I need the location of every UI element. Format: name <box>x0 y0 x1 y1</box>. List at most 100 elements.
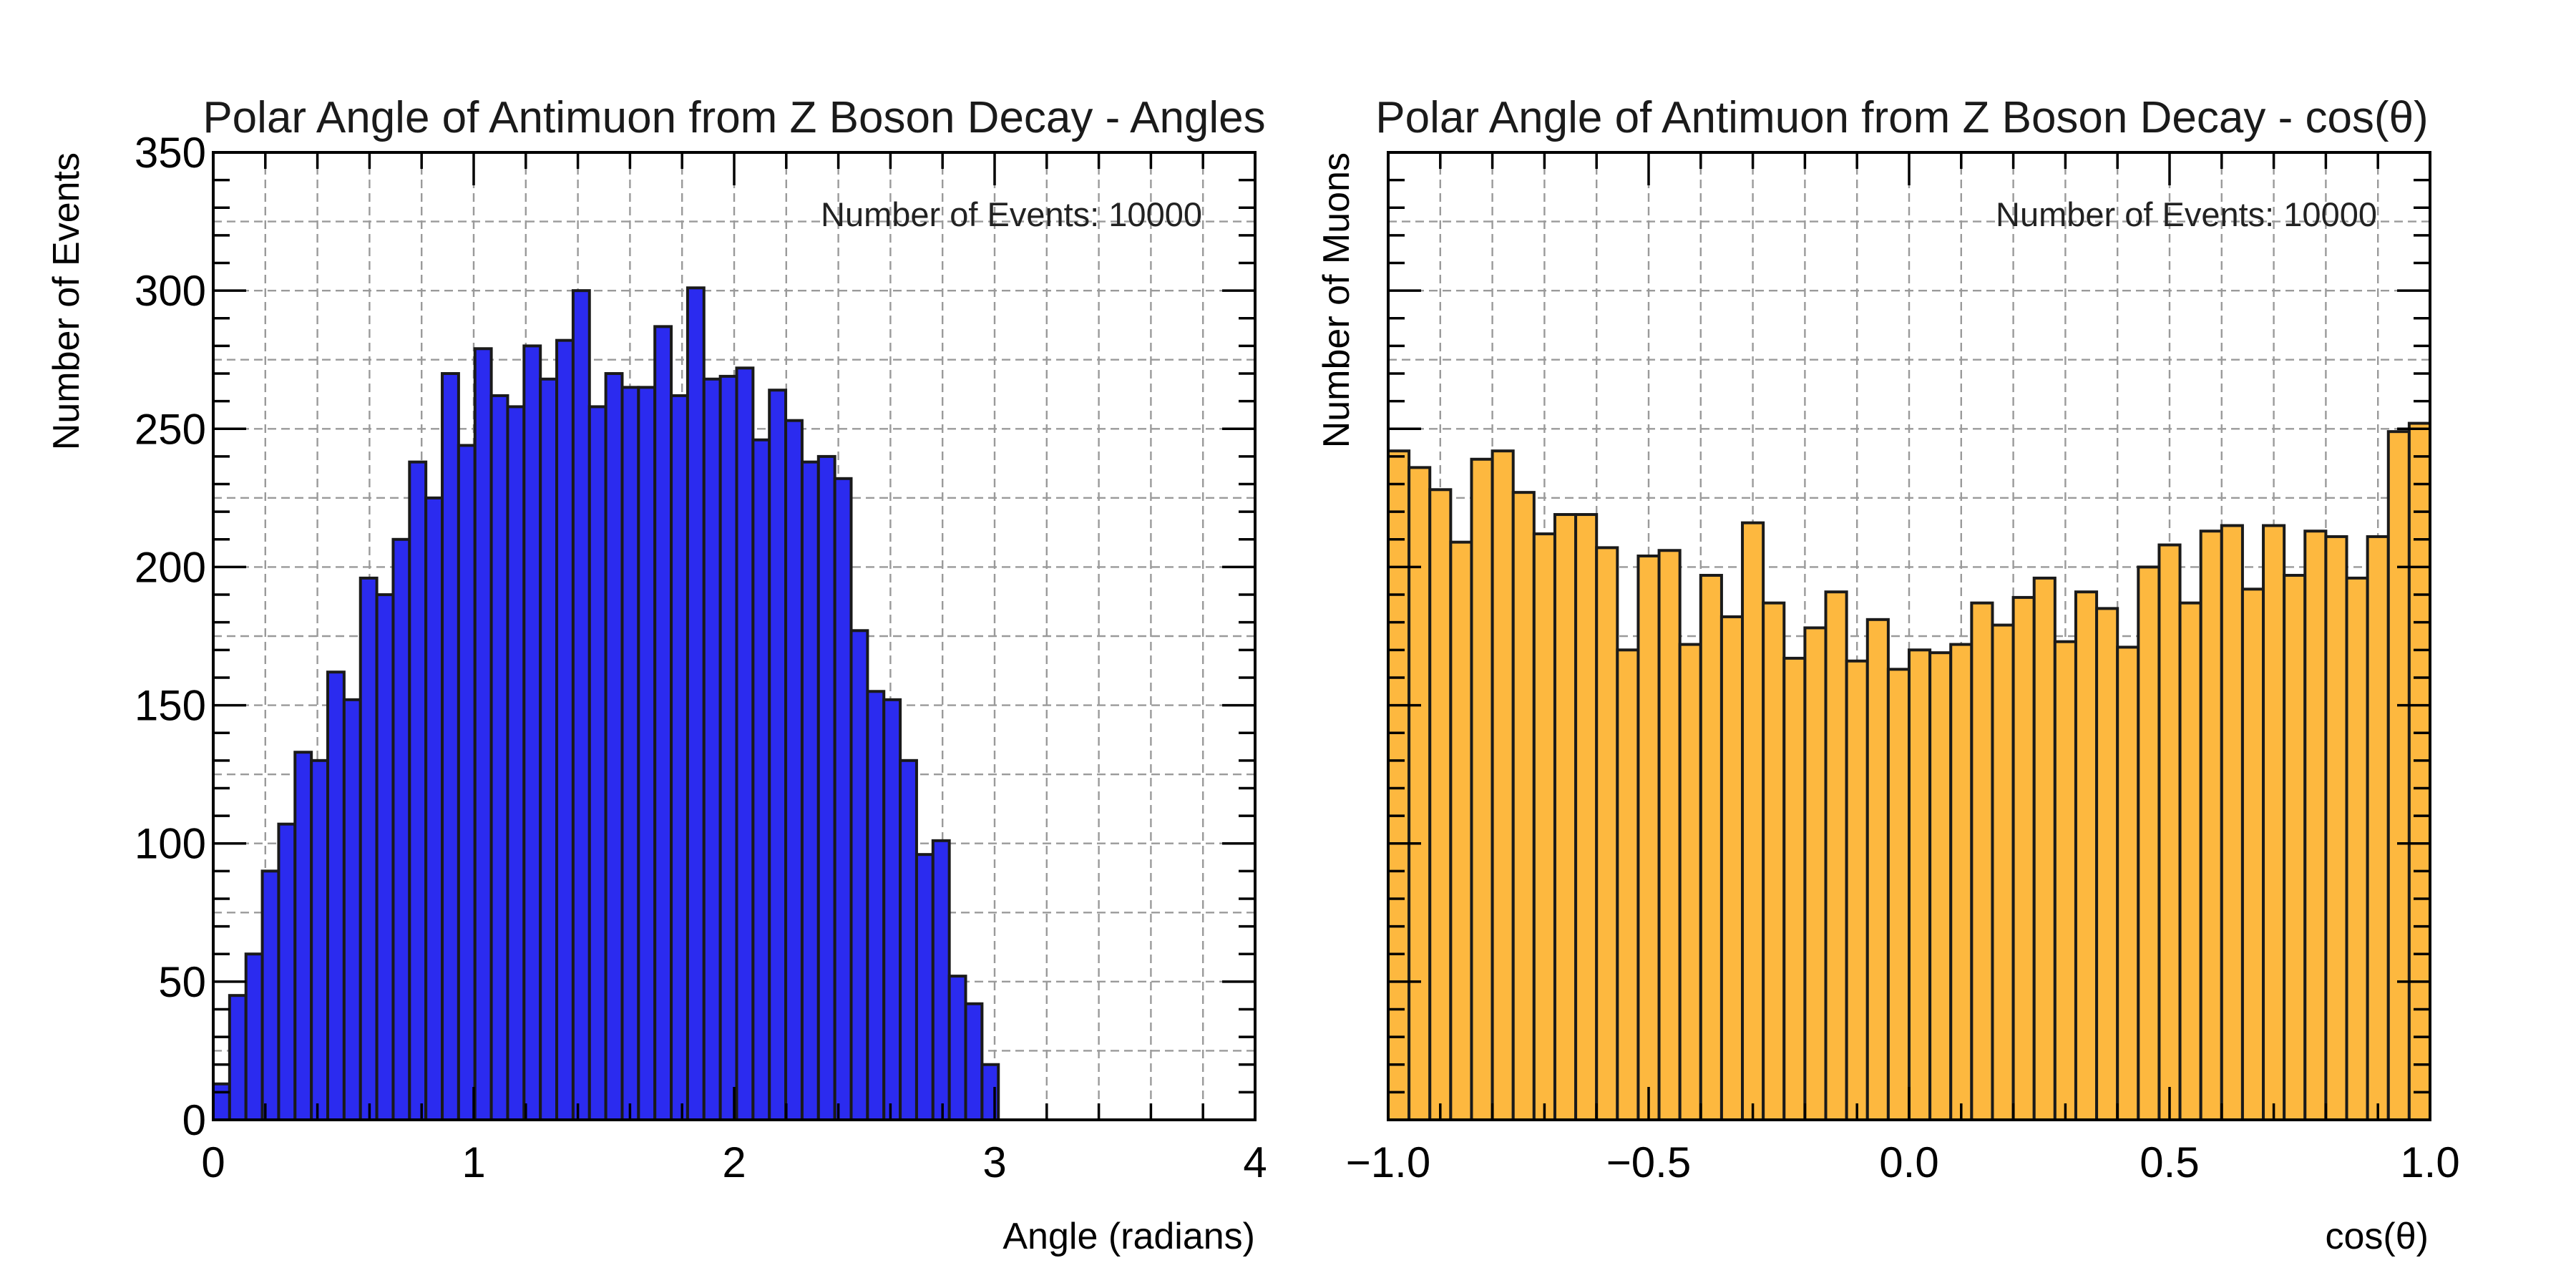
left-chart-title: Polar Angle of Antimuon from Z Boson Dec… <box>203 93 1265 142</box>
histogram-bar <box>342 698 362 1121</box>
x-tick-label: 1.0 <box>2400 1138 2459 1186</box>
histogram-bar <box>2220 524 2244 1121</box>
right-chart-title: Polar Angle of Antimuon from Z Boson Dec… <box>1375 93 2428 142</box>
histogram-bar <box>2053 640 2077 1121</box>
histogram-bar <box>1782 656 1807 1121</box>
histogram-bar <box>457 444 477 1121</box>
histogram-bar <box>228 994 248 1121</box>
left-tick-marks <box>212 151 1257 1121</box>
histogram-bar <box>260 869 280 1122</box>
histogram-bar <box>947 975 967 1122</box>
histogram-bar <box>2199 530 2223 1121</box>
y-tick-label: 100 <box>135 820 206 868</box>
histogram-bar <box>2074 590 2099 1121</box>
right-bars <box>1387 421 2431 1121</box>
y-tick-label: 200 <box>135 543 206 591</box>
histogram-bar <box>1553 513 1578 1121</box>
histogram-bar <box>489 394 509 1121</box>
histogram-bar <box>1470 457 1494 1121</box>
histogram-bar <box>310 758 330 1122</box>
left-y-tick-labels: 0 50 100 150 200 250 300 350 <box>135 129 206 1144</box>
histogram-bar <box>473 347 493 1122</box>
histogram-bar <box>1511 491 1536 1121</box>
right-x-tick-labels: −1.0 −0.5 0.0 0.5 1.0 <box>1346 1138 2460 1186</box>
x-tick-label: 3 <box>982 1138 1006 1186</box>
y-tick-label: 300 <box>135 267 206 315</box>
histogram-bar <box>1908 648 1932 1121</box>
right-panel: −1.0 −0.5 0.0 0.5 1.0 Polar Angle of Antimuo… <box>1316 93 2460 1257</box>
right-annotation: Number of Events: 10000 <box>1996 195 2377 233</box>
left-plot-frame <box>212 151 1257 1121</box>
histogram-bar <box>2386 430 2411 1121</box>
histogram-bar <box>1991 623 2015 1121</box>
x-tick-label: 2 <box>722 1138 746 1186</box>
histogram-bar <box>784 419 804 1121</box>
histogram-bar <box>375 593 395 1121</box>
left-x-axis-label: Angle (radians) <box>1002 1216 1255 1257</box>
histogram-bar <box>2032 576 2057 1121</box>
histogram-bar <box>931 839 951 1121</box>
histogram-bar <box>637 386 657 1121</box>
histogram-bar <box>1719 615 1745 1121</box>
y-tick-label: 250 <box>135 405 206 453</box>
y-tick-label: 0 <box>182 1096 206 1144</box>
left-x-tick-labels: 0 1 2 3 4 <box>201 1138 1267 1186</box>
histogram-bar <box>882 698 902 1121</box>
right-x-axis-label: cos(θ) <box>2326 1216 2429 1257</box>
y-tick-label: 350 <box>135 129 206 177</box>
histogram-bar <box>1886 668 1911 1121</box>
histogram-bar <box>1636 554 1661 1121</box>
histogram-bar <box>1407 466 1432 1121</box>
histogram-bar <box>391 537 411 1121</box>
histogram-bar <box>2157 543 2182 1121</box>
histogram-bar <box>1532 532 1556 1121</box>
histogram-bar <box>522 344 542 1121</box>
histogram-bar <box>2095 607 2119 1121</box>
left-panel: 0 1 2 3 4 0 50 100 150 200 250 300 350 Polar Angle … <box>46 93 1267 1257</box>
histogram-bar <box>686 286 706 1121</box>
histogram-bar <box>735 366 755 1121</box>
histogram-bar <box>899 758 918 1122</box>
histogram-bar <box>866 690 886 1121</box>
x-tick-label: 4 <box>1243 1138 1267 1186</box>
histogram-bar <box>2283 574 2307 1121</box>
histogram-bar <box>1491 449 1515 1121</box>
y-tick-label: 50 <box>158 958 206 1006</box>
x-tick-label: 0.5 <box>2140 1138 2199 1186</box>
right-y-axis-label: Number of Muons <box>1316 152 1357 448</box>
histogram-bar <box>506 405 526 1121</box>
histogram-bar <box>587 405 608 1121</box>
histogram-bar <box>964 1002 984 1122</box>
histogram-bar <box>2407 421 2431 1121</box>
histogram-bar <box>1449 540 1473 1121</box>
histogram-bar <box>751 438 771 1121</box>
histogram-bar <box>539 377 559 1121</box>
histogram-bar <box>849 629 869 1121</box>
right-plot-frame <box>1387 151 2431 1121</box>
histogram-bar <box>2178 601 2202 1121</box>
y-tick-label: 150 <box>135 682 206 730</box>
histogram-bar <box>555 338 575 1121</box>
histogram-bar <box>441 372 460 1121</box>
histogram-bar <box>293 751 313 1121</box>
histogram-bar <box>718 374 738 1121</box>
histogram-bar <box>1678 643 1702 1121</box>
histogram-bar <box>1595 546 1619 1121</box>
histogram-bar <box>1949 643 1974 1121</box>
histogram-bar <box>424 496 444 1121</box>
x-tick-label: −1.0 <box>1346 1138 1430 1186</box>
histogram-bar <box>571 289 591 1122</box>
histogram-bar <box>980 1063 1000 1121</box>
histogram-bar <box>1699 574 1723 1121</box>
histogram-bar <box>653 325 673 1121</box>
histogram-bar <box>2011 595 2036 1121</box>
histogram-bar <box>1387 449 1411 1121</box>
histogram-bar <box>833 477 853 1121</box>
x-tick-label: 0 <box>201 1138 225 1186</box>
x-tick-label: 1 <box>462 1138 485 1186</box>
histogram-bar <box>1928 651 1953 1121</box>
histogram-bar <box>358 576 379 1121</box>
histogram-bar <box>1657 549 1682 1121</box>
histogram-bar <box>1970 601 1994 1121</box>
histogram-bar <box>914 853 935 1122</box>
